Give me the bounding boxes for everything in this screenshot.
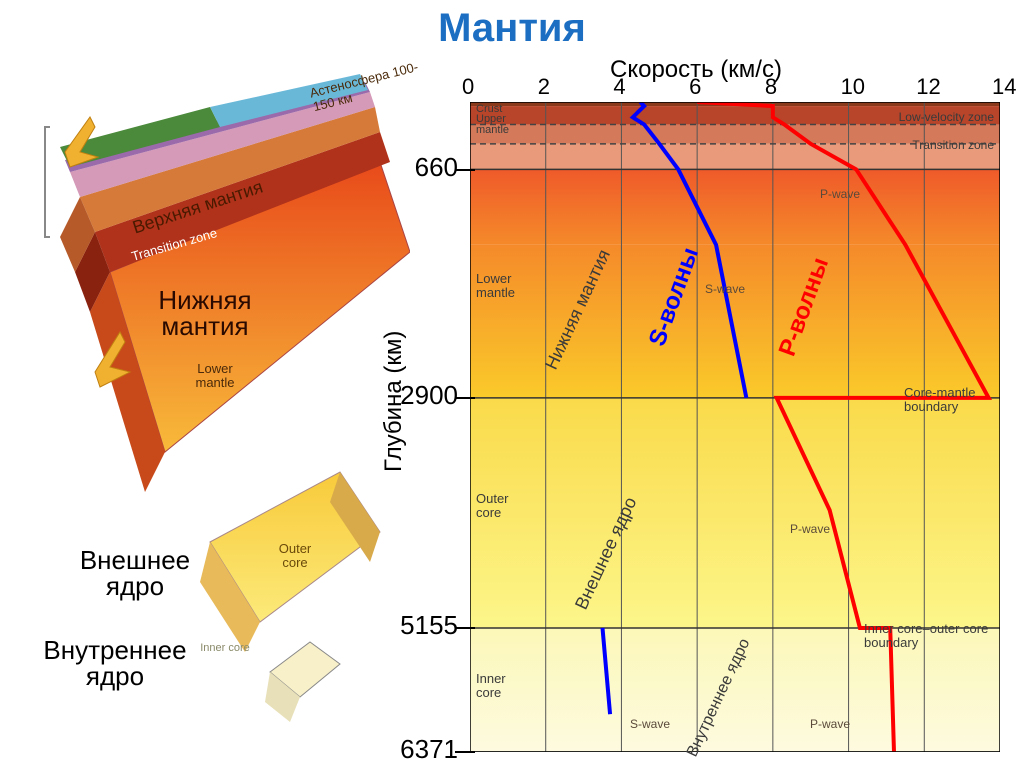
x-tick-2: 2 <box>538 74 550 100</box>
x-tick-8: 8 <box>765 74 777 100</box>
core-mantle-label: Core-mantle boundary <box>904 386 994 415</box>
lower-mantle-band-a <box>470 169 1000 244</box>
x-tick-12: 12 <box>916 74 940 100</box>
x-tick-4: 4 <box>613 74 625 100</box>
inner-core-en-wedge-label: Inner core <box>200 642 250 654</box>
outer-core-en-wedge-label: Outer core <box>270 542 320 571</box>
low-velocity-label: Low-velocity zone <box>899 110 994 124</box>
velocity-depth-chart: 02468101214 Crust Upper mantle Lower man… <box>470 102 1000 752</box>
lower-mantle-band-b <box>470 245 1000 398</box>
lower-mantle-ru-wedge-label: Нижняя мантия <box>125 287 285 339</box>
lower-mantle-en-wedge-label: Lower mantle <box>185 362 245 391</box>
x-tick-14: 14 <box>992 74 1016 100</box>
p-wave-en-label-2: P-wave <box>790 522 830 536</box>
lower-mantle-label: Lower mantle <box>476 272 526 301</box>
outer-core-band <box>470 398 1000 628</box>
diagram-container: Скорость (км/с) Глубина (км) <box>0 52 1024 767</box>
s-wave-en-label-2: S-wave <box>630 717 670 731</box>
p-wave-en-label: P-wave <box>820 187 860 201</box>
x-tick-10: 10 <box>841 74 865 100</box>
outer-core-ru-wedge-label: Внешнее ядро <box>60 547 210 599</box>
bracket-icon <box>45 127 50 237</box>
outer-core-label: Outer core <box>476 492 526 521</box>
s-wave-en-label: S-wave <box>705 282 745 296</box>
inner-core-label: Inner core <box>476 672 526 701</box>
p-wave-en-label-3: P-wave <box>810 717 850 731</box>
page-title: Мантия <box>0 0 1024 51</box>
x-tick-6: 6 <box>689 74 701 100</box>
inner-outer-label: Inner core–outer core boundary <box>864 622 994 651</box>
transition-zone-label: Transition zone <box>912 138 994 152</box>
upper-mantle-label: Upper mantle <box>476 114 516 136</box>
inner-core-ru-wedge-label: Внутреннее ядро <box>30 637 200 689</box>
x-tick-0: 0 <box>462 74 474 100</box>
